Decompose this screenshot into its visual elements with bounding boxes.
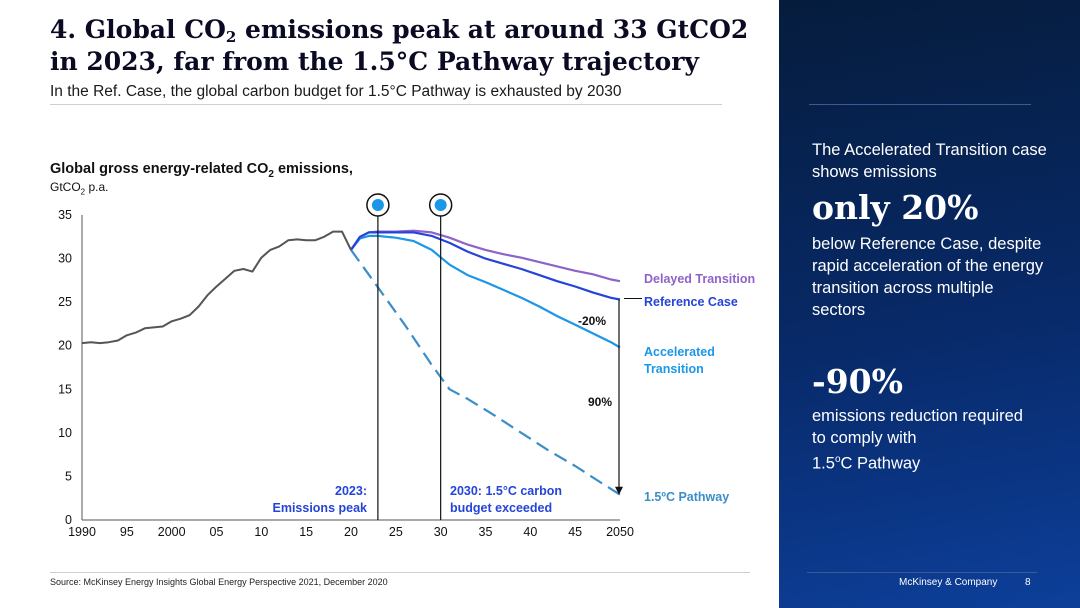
marker-dot-2030 [434, 199, 447, 211]
chart-title: Global gross energy-related CO2 emission… [50, 161, 353, 180]
legend-reference-case: Reference Case [644, 295, 738, 309]
legend-accelerated-line1: Accelerated [644, 345, 715, 359]
title-divider [50, 104, 722, 105]
y-tick-label: 5 [65, 469, 72, 483]
x-tick-label: 15 [299, 525, 313, 539]
series-accelerated-transition [350, 234, 621, 349]
source-note: Source: McKinsey Energy Insights Global … [50, 577, 388, 587]
y-tick-label: 0 [65, 513, 72, 527]
x-tick-label: 20 [344, 525, 358, 539]
y-tick-label: 10 [58, 426, 72, 440]
key-insights-panel: The Accelerated Transition case shows em… [779, 0, 1080, 608]
marker-dot-2023 [371, 199, 384, 211]
x-tick-label: 25 [389, 525, 403, 539]
panel-top-divider [809, 104, 1031, 105]
insight-detail-20: below Reference Case, despite rapid acce… [812, 235, 1044, 319]
y-tick-label: 20 [58, 339, 72, 353]
delta-90-label: 90% [588, 395, 612, 409]
brand-name: McKinsey & Company [899, 577, 998, 588]
series-1-5-c-pathway [350, 249, 621, 496]
x-tick-label: 35 [479, 525, 493, 539]
budget-annotation-line1: 2030: 1.5°C carbon [450, 484, 562, 498]
insight-highlight-20: only 20% [812, 188, 979, 227]
y-tick-label: 15 [58, 382, 72, 396]
x-tick-label: 10 [254, 525, 268, 539]
legend-accelerated-line2: Transition [644, 362, 704, 376]
footer-divider [50, 572, 750, 573]
x-tick-label: 45 [568, 525, 582, 539]
chart-series [81, 229, 621, 496]
insight-intro: The Accelerated Transition case shows em… [812, 141, 1047, 181]
page-subtitle: In the Ref. Case, the global carbon budg… [50, 83, 622, 100]
peak-annotation-line1: 2023: [335, 484, 367, 498]
peak-annotation-line2: Emissions peak [273, 501, 368, 515]
y-tick-label: 35 [58, 208, 72, 222]
delta-20-label: -20% [578, 314, 606, 328]
x-tick-label: 2050 [606, 525, 634, 539]
legend-delayed-transition: Delayed Transition [644, 272, 755, 286]
legend-pathway: 1.5ºC Pathway [644, 490, 729, 504]
page-number: 8 [1025, 577, 1031, 588]
insight-detail-90: emissions reduction required to comply w… [812, 407, 1023, 473]
x-tick-label: 95 [120, 525, 134, 539]
x-tick-label: 1990 [68, 525, 96, 539]
chart-unit: GtCO2 p.a. [50, 180, 109, 197]
y-tick-label: 30 [58, 252, 72, 266]
budget-annotation-line2: budget exceeded [450, 501, 552, 515]
page-title: 4. Global CO2 emissions peak at around 3… [50, 15, 749, 76]
x-tick-label: 30 [434, 525, 448, 539]
reduction-arrow-head [615, 486, 623, 495]
insight-highlight-90: -90% [812, 362, 903, 401]
x-tick-label: 05 [210, 525, 224, 539]
series-reference-case [350, 231, 621, 301]
y-tick-label: 25 [58, 295, 72, 309]
series-historical [81, 230, 352, 345]
x-tick-label: 40 [523, 525, 537, 539]
chart-annotations: 2023: Emissions peak 2030: 1.5°C carbon … [273, 193, 755, 520]
panel-bottom-divider [807, 572, 1037, 573]
x-tick-label: 2000 [158, 525, 186, 539]
